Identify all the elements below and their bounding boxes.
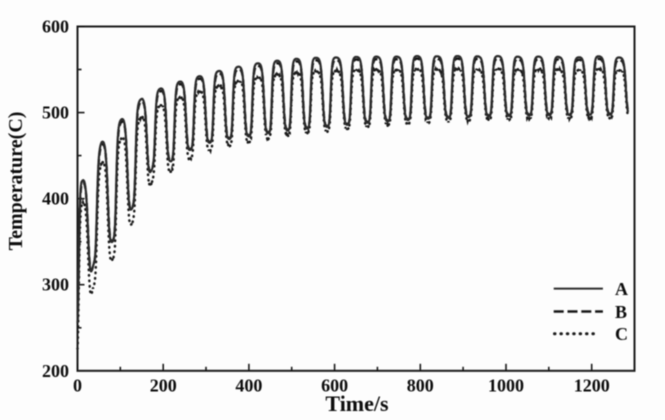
svg-text:300: 300 bbox=[42, 275, 69, 295]
svg-text:Time/s: Time/s bbox=[325, 391, 389, 416]
svg-text:Temperature(C): Temperature(C) bbox=[5, 112, 27, 251]
svg-text:400: 400 bbox=[235, 376, 262, 396]
svg-text:200: 200 bbox=[150, 376, 177, 396]
svg-text:600: 600 bbox=[321, 376, 348, 396]
svg-text:400: 400 bbox=[42, 189, 69, 209]
svg-text:200: 200 bbox=[42, 361, 69, 381]
svg-text:600: 600 bbox=[42, 17, 69, 37]
svg-text:1200: 1200 bbox=[574, 376, 610, 396]
svg-text:A: A bbox=[615, 279, 628, 299]
svg-text:800: 800 bbox=[407, 376, 434, 396]
svg-text:500: 500 bbox=[42, 103, 69, 123]
svg-text:1000: 1000 bbox=[488, 376, 524, 396]
svg-text:0: 0 bbox=[73, 376, 82, 396]
svg-text:C: C bbox=[615, 324, 628, 344]
svg-text:B: B bbox=[615, 302, 627, 322]
